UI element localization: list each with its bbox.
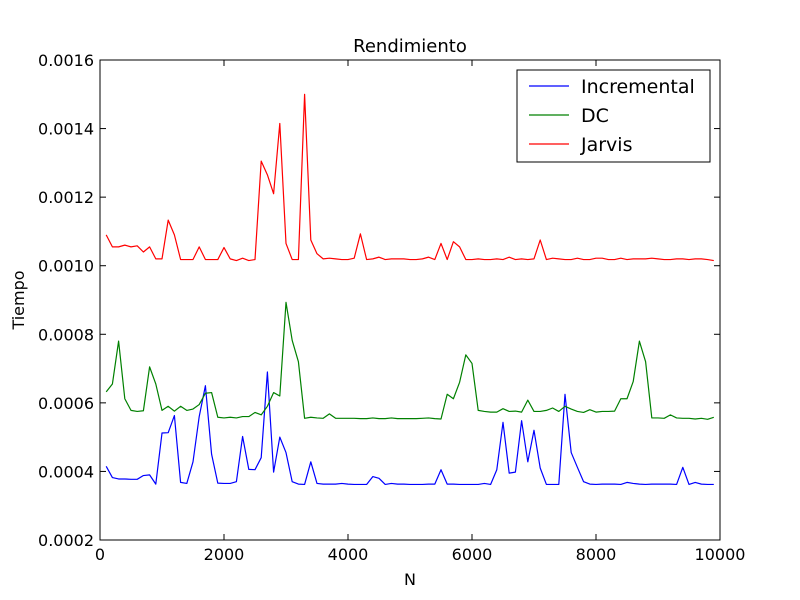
y-tick-label: 0.0014 [38,120,94,139]
y-tick-label: 0.0008 [38,325,94,344]
axis-ticks: 0 2000 4000 6000 8000 10000 0.0002 0.0004 0.0006… [38,51,745,564]
y-tick-label: 0.0004 [38,462,94,481]
x-axis-label: N [404,570,416,589]
legend-box [516,69,711,163]
legend: Incremental DC Jarvis [516,69,711,163]
series-line-incremental [105,371,714,486]
y-tick-label: 0.0010 [38,257,94,276]
chart-title: Rendimiento [353,36,467,57]
x-tick-label: 10000 [695,545,746,564]
x-tick-label: 0 [95,545,105,564]
legend-label-dc: DC [581,105,609,127]
plot-lines [105,93,714,486]
legend-label-jarvis: Jarvis [580,134,632,156]
x-tick-label: 4000 [328,545,369,564]
y-tick-label: 0.0016 [38,51,94,70]
y-tick-label: 0.0012 [38,188,94,207]
plot-frame [99,59,721,541]
series-line-jarvis [105,93,714,262]
legend-label-incremental: Incremental [581,76,695,98]
y-tick-label: 0.0006 [38,394,94,413]
y-tick-label: 0.0002 [38,531,94,550]
x-tick-label: 6000 [452,545,493,564]
series-line-dc [105,301,714,420]
x-tick-label: 2000 [204,545,245,564]
y-axis-label: Tiempo [9,270,28,330]
x-tick-label: 8000 [576,545,617,564]
